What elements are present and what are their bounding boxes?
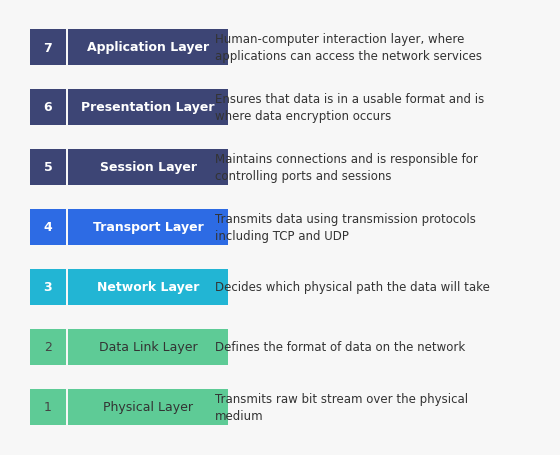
- Text: Transport Layer: Transport Layer: [92, 221, 203, 234]
- Text: Defines the format of data on the network: Defines the format of data on the networ…: [215, 341, 465, 354]
- Text: Presentation Layer: Presentation Layer: [81, 101, 214, 114]
- Text: Decides which physical path the data will take: Decides which physical path the data wil…: [215, 281, 490, 294]
- Text: 7: 7: [44, 41, 53, 55]
- Bar: [68, 150, 228, 186]
- Text: Data Link Layer: Data Link Layer: [99, 341, 197, 354]
- Text: Transmits raw bit stream over the physical
medium: Transmits raw bit stream over the physic…: [215, 392, 468, 422]
- Bar: [30, 269, 66, 305]
- Text: 5: 5: [44, 161, 53, 174]
- Text: Network Layer: Network Layer: [97, 281, 199, 294]
- Text: 2: 2: [44, 341, 52, 354]
- Bar: [30, 389, 66, 425]
- Text: Ensures that data is in a usable format and is
where data encryption occurs: Ensures that data is in a usable format …: [215, 93, 484, 123]
- Bar: [30, 329, 66, 365]
- Text: 1: 1: [44, 400, 52, 414]
- Text: Physical Layer: Physical Layer: [103, 400, 193, 414]
- Bar: [30, 150, 66, 186]
- Text: Maintains connections and is responsible for
controlling ports and sessions: Maintains connections and is responsible…: [215, 153, 478, 182]
- Text: Human-computer interaction layer, where
applications can access the network serv: Human-computer interaction layer, where …: [215, 33, 482, 63]
- Bar: [30, 30, 66, 66]
- Text: 3: 3: [44, 281, 52, 294]
- Text: 6: 6: [44, 101, 52, 114]
- Bar: [68, 30, 228, 66]
- Bar: [68, 90, 228, 126]
- Bar: [30, 90, 66, 126]
- Bar: [30, 210, 66, 245]
- Text: Application Layer: Application Layer: [87, 41, 209, 55]
- Bar: [68, 389, 228, 425]
- Text: Session Layer: Session Layer: [100, 161, 197, 174]
- Bar: [68, 329, 228, 365]
- Bar: [68, 269, 228, 305]
- Bar: [68, 210, 228, 245]
- Text: 4: 4: [44, 221, 53, 234]
- Text: Transmits data using transmission protocols
including TCP and UDP: Transmits data using transmission protoc…: [215, 212, 476, 243]
